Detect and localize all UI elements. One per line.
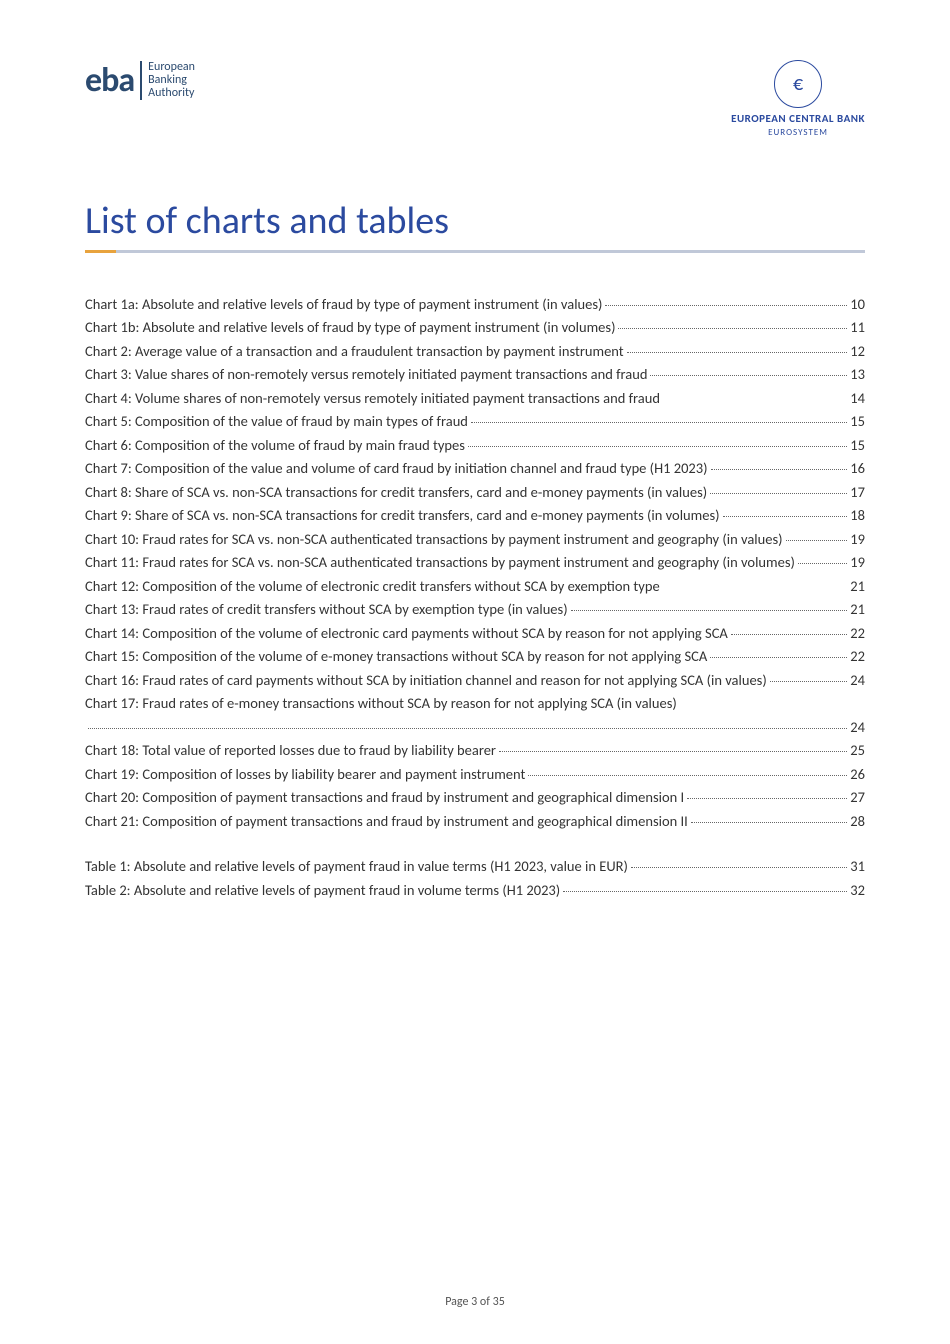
page-title: List of charts and tables bbox=[85, 198, 865, 244]
toc-entry-text: Chart 5: Composition of the value of fra… bbox=[85, 410, 468, 433]
toc-entry: Chart 9: Share of SCA vs. non-SCA transa… bbox=[85, 504, 865, 527]
toc-entry: Chart 20: Composition of payment transac… bbox=[85, 786, 865, 809]
toc-entry-text: Chart 1b: Absolute and relative levels o… bbox=[85, 316, 615, 339]
toc-entry-page: 10 bbox=[850, 293, 865, 316]
toc-entry-text: Chart 7: Composition of the value and vo… bbox=[85, 457, 708, 480]
toc-entry-text: Chart 4: Volume shares of non-remotely v… bbox=[85, 389, 660, 407]
toc-entry-text: Chart 9: Share of SCA vs. non-SCA transa… bbox=[85, 504, 720, 527]
ecb-logo: € EUROPEAN CENTRAL BANK EUROSYSTEM bbox=[731, 60, 865, 138]
toc-entry-text: Chart 1a: Absolute and relative levels o… bbox=[85, 293, 602, 316]
toc-entry: Chart 4: Volume shares of non-remotely v… bbox=[85, 387, 865, 410]
toc-entry-page: 19 bbox=[850, 551, 865, 574]
page-footer: Page 3 of 35 bbox=[0, 1295, 950, 1309]
toc-entry-page: 13 bbox=[850, 363, 865, 386]
toc-entry: Chart 14: Composition of the volume of e… bbox=[85, 622, 865, 645]
toc-dot-leader bbox=[631, 867, 847, 868]
eba-line1: European bbox=[148, 61, 195, 74]
toc-tables: Table 1: Absolute and relative levels of… bbox=[85, 855, 865, 902]
toc-entry-text: Chart 19: Composition of losses by liabi… bbox=[85, 763, 525, 786]
toc-entry-text: Chart 10: Fraud rates for SCA vs. non-SC… bbox=[85, 528, 783, 551]
toc-entry-text: Chart 21: Composition of payment transac… bbox=[85, 810, 688, 833]
toc-dot-leader bbox=[499, 751, 847, 752]
toc-entry: Table 1: Absolute and relative levels of… bbox=[85, 855, 865, 878]
toc-entry-page: 15 bbox=[850, 410, 865, 433]
toc-dot-leader bbox=[528, 775, 847, 776]
toc-entry-page: 18 bbox=[850, 504, 865, 527]
toc-entry: Chart 7: Composition of the value and vo… bbox=[85, 457, 865, 480]
toc-entry: Chart 12: Composition of the volume of e… bbox=[85, 575, 865, 598]
toc-entry-text: Chart 6: Composition of the volume of fr… bbox=[85, 434, 465, 457]
toc-entry-page: 16 bbox=[850, 457, 865, 480]
toc-entry-text: Table 1: Absolute and relative levels of… bbox=[85, 855, 628, 878]
toc-entry-page: 32 bbox=[850, 879, 865, 902]
toc-dot-leader bbox=[650, 375, 847, 376]
toc-entry-page: 21 bbox=[850, 575, 865, 598]
toc-entry-text: Chart 12: Composition of the volume of e… bbox=[85, 577, 660, 595]
eba-wordmark: eba bbox=[85, 60, 134, 101]
toc-entry-page: 19 bbox=[850, 528, 865, 551]
toc-dot-leader bbox=[563, 891, 847, 892]
toc-entry: Chart 1a: Absolute and relative levels o… bbox=[85, 293, 865, 316]
ecb-subtext: EUROSYSTEM bbox=[731, 127, 865, 138]
title-underline bbox=[85, 250, 865, 253]
toc-entry-page: 24 bbox=[850, 669, 865, 692]
toc-entry-text: Chart 3: Value shares of non-remotely ve… bbox=[85, 363, 647, 386]
toc-entry-page: 12 bbox=[850, 340, 865, 363]
toc-entry-text: Chart 16: Fraud rates of card payments w… bbox=[85, 669, 767, 692]
toc-entry-text: Chart 2: Average value of a transaction … bbox=[85, 340, 624, 363]
toc-entry: Chart 16: Fraud rates of card payments w… bbox=[85, 669, 865, 692]
toc-entry: Chart 10: Fraud rates for SCA vs. non-SC… bbox=[85, 528, 865, 551]
toc-entry: Chart 8: Share of SCA vs. non-SCA transa… bbox=[85, 481, 865, 504]
toc-entry: Chart 19: Composition of losses by liabi… bbox=[85, 763, 865, 786]
toc-entry-text: Chart 13: Fraud rates of credit transfer… bbox=[85, 598, 568, 621]
toc-entry-text: Chart 20: Composition of payment transac… bbox=[85, 786, 684, 809]
toc-entry-page: 24 bbox=[850, 716, 865, 739]
toc-entry-page: 22 bbox=[850, 622, 865, 645]
toc-entry-page: 27 bbox=[850, 786, 865, 809]
toc-entry-page: 31 bbox=[850, 855, 865, 878]
toc-dot-leader bbox=[618, 328, 847, 329]
toc-entry-page: 22 bbox=[850, 645, 865, 668]
ecb-text: EUROPEAN CENTRAL BANK bbox=[731, 112, 865, 125]
toc-entry-page: 25 bbox=[850, 739, 865, 762]
toc-entry-page: 17 bbox=[850, 481, 865, 504]
toc-entry-text: Chart 18: Total value of reported losses… bbox=[85, 739, 496, 762]
toc-dot-leader bbox=[471, 422, 847, 423]
toc-entry: Table 2: Absolute and relative levels of… bbox=[85, 879, 865, 902]
toc-entry-text: Chart 8: Share of SCA vs. non-SCA transa… bbox=[85, 481, 707, 504]
toc-entry: Chart 18: Total value of reported losses… bbox=[85, 739, 865, 762]
toc-entry-page: 21 bbox=[850, 598, 865, 621]
header: eba European Banking Authority € EUROPEA… bbox=[85, 60, 865, 138]
toc-entry: Chart 2: Average value of a transaction … bbox=[85, 340, 865, 363]
toc-entry: Chart 17: Fraud rates of e-money transac… bbox=[85, 692, 865, 739]
toc-entry: Chart 11: Fraud rates for SCA vs. non-SC… bbox=[85, 551, 865, 574]
toc-entry: Chart 15: Composition of the volume of e… bbox=[85, 645, 865, 668]
euro-icon: € bbox=[774, 60, 822, 108]
toc-entry-text: Table 2: Absolute and relative levels of… bbox=[85, 879, 560, 902]
toc-entry: Chart 6: Composition of the volume of fr… bbox=[85, 434, 865, 457]
toc-dot-leader bbox=[468, 446, 847, 447]
toc-dot-leader bbox=[627, 352, 848, 353]
toc-entry-page: 15 bbox=[850, 434, 865, 457]
toc-entry-text: Chart 11: Fraud rates for SCA vs. non-SC… bbox=[85, 551, 795, 574]
toc-charts: Chart 1a: Absolute and relative levels o… bbox=[85, 293, 865, 833]
toc-entry-text: Chart 14: Composition of the volume of e… bbox=[85, 622, 728, 645]
eba-line3: Authority bbox=[148, 87, 195, 100]
toc-entry: Chart 21: Composition of payment transac… bbox=[85, 810, 865, 833]
eba-logo: eba European Banking Authority bbox=[85, 60, 195, 101]
toc-entry-page: 28 bbox=[850, 810, 865, 833]
toc-entry: Chart 13: Fraud rates of credit transfer… bbox=[85, 598, 865, 621]
eba-subtext: European Banking Authority bbox=[140, 61, 195, 101]
toc-entry-page: 11 bbox=[850, 316, 865, 339]
toc-entry: Chart 3: Value shares of non-remotely ve… bbox=[85, 363, 865, 386]
toc-entry: Chart 5: Composition of the value of fra… bbox=[85, 410, 865, 433]
toc-dot-leader bbox=[605, 305, 847, 306]
toc-entry-text: Chart 17: Fraud rates of e-money transac… bbox=[85, 694, 677, 712]
toc-entry-page: 14 bbox=[850, 387, 865, 410]
toc-entry-page: 26 bbox=[850, 763, 865, 786]
toc-entry-text: Chart 15: Composition of the volume of e… bbox=[85, 645, 707, 668]
toc-dot-leader bbox=[571, 610, 848, 611]
toc-entry: Chart 1b: Absolute and relative levels o… bbox=[85, 316, 865, 339]
